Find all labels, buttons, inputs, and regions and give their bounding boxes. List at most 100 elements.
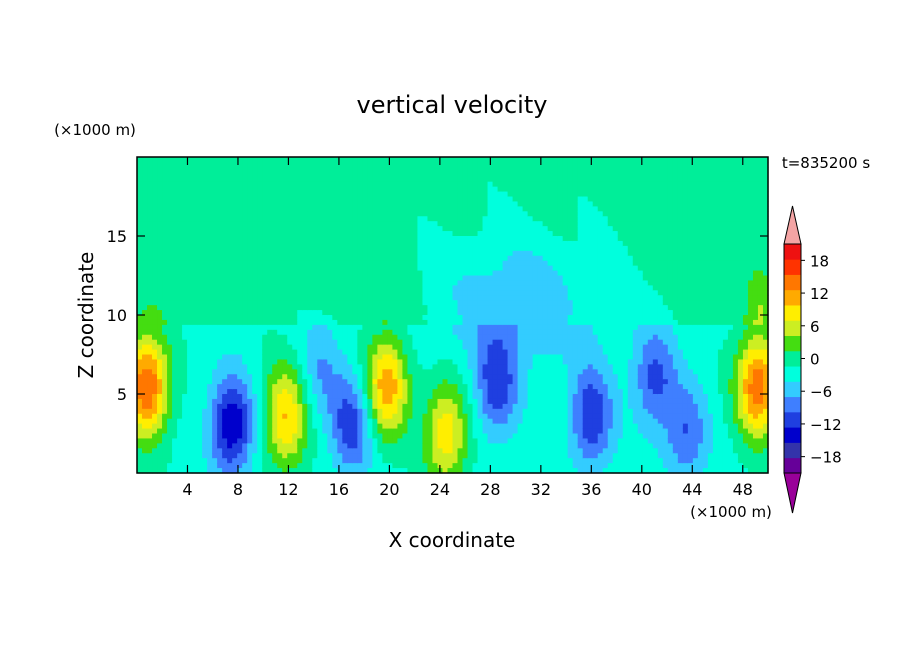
field-cell	[392, 315, 399, 321]
field-cell	[322, 290, 328, 296]
field-cell	[182, 344, 188, 351]
field-cell	[362, 374, 368, 380]
field-cell	[177, 448, 183, 454]
field-cell	[362, 463, 368, 469]
field-cell	[137, 221, 143, 227]
field-cell	[357, 458, 363, 464]
field-cell	[417, 236, 424, 242]
field-cell	[367, 463, 373, 469]
field-cell	[287, 408, 293, 415]
field-cell	[367, 280, 373, 286]
field-cell	[182, 166, 188, 173]
field-cell	[372, 226, 378, 232]
field-cell	[207, 403, 213, 410]
field-cell	[452, 394, 459, 400]
field-cell	[442, 290, 449, 296]
field-cell	[272, 265, 278, 272]
field-cell	[262, 166, 268, 173]
field-cell	[182, 364, 188, 370]
field-cell	[247, 166, 253, 173]
field-cell	[242, 191, 248, 198]
field-cell	[462, 191, 469, 198]
field-cell	[377, 334, 383, 341]
field-cell	[142, 339, 148, 346]
field-cell	[442, 166, 449, 173]
field-cell	[237, 157, 243, 163]
field-cell	[367, 295, 373, 301]
field-cell	[477, 285, 484, 291]
field-cell	[427, 394, 434, 400]
field-cell	[387, 300, 394, 306]
field-cell	[497, 418, 504, 425]
field-cell	[172, 428, 178, 435]
field-cell	[282, 280, 288, 286]
field-cell	[507, 418, 514, 425]
field-cell	[497, 379, 504, 385]
field-cell	[142, 211, 148, 217]
field-cell	[437, 285, 444, 291]
field-cell	[497, 295, 504, 301]
field-cell	[342, 453, 348, 459]
field-cell	[312, 349, 318, 356]
field-cell	[212, 305, 218, 311]
field-cell	[252, 398, 258, 405]
field-cell	[157, 206, 163, 212]
field-cell	[357, 181, 363, 188]
field-cell	[412, 389, 419, 395]
field-cell	[212, 310, 218, 316]
field-cell	[342, 394, 348, 400]
field-cell	[192, 349, 198, 356]
field-cell	[292, 359, 298, 365]
field-cell	[242, 458, 248, 464]
field-cell	[392, 354, 399, 361]
field-cell	[272, 448, 278, 454]
field-cell	[512, 305, 519, 311]
field-cell	[312, 398, 318, 405]
field-cell	[302, 315, 308, 321]
field-cell	[207, 453, 213, 459]
field-cell	[417, 191, 424, 198]
field-cell	[272, 453, 278, 459]
field-cell	[502, 319, 509, 326]
field-cell	[372, 423, 378, 430]
field-cell	[522, 359, 529, 365]
field-cell	[182, 329, 188, 336]
field-cell	[197, 369, 203, 375]
field-cell	[432, 359, 439, 365]
field-cell	[512, 315, 519, 321]
field-cell	[302, 339, 308, 346]
field-cell	[192, 221, 198, 227]
field-cell	[197, 206, 203, 212]
field-cell	[377, 181, 383, 188]
field-cell	[192, 413, 198, 420]
field-cell	[397, 166, 404, 173]
field-cell	[207, 196, 213, 203]
field-cell	[262, 305, 268, 311]
field-cell	[307, 423, 313, 430]
field-cell	[162, 418, 168, 425]
field-cell	[332, 196, 338, 203]
field-cell	[357, 191, 363, 198]
field-cell	[402, 329, 409, 336]
field-cell	[257, 270, 263, 277]
field-cell	[352, 171, 358, 178]
field-cell	[337, 231, 343, 237]
field-cell	[467, 374, 474, 380]
field-cell	[312, 379, 318, 385]
field-cell	[512, 231, 519, 237]
field-cell	[137, 423, 143, 430]
field-cell	[142, 418, 148, 425]
field-cell	[402, 438, 409, 444]
field-cell	[297, 216, 303, 222]
field-cell	[247, 255, 253, 262]
field-cell	[437, 408, 444, 415]
field-cell	[262, 418, 268, 425]
field-cell	[357, 433, 363, 440]
field-cell	[362, 275, 368, 282]
field-cell	[442, 221, 449, 227]
field-cell	[197, 324, 203, 331]
field-cell	[277, 191, 283, 198]
field-cell	[292, 260, 298, 267]
field-cell	[367, 403, 373, 410]
field-cell	[327, 423, 333, 430]
